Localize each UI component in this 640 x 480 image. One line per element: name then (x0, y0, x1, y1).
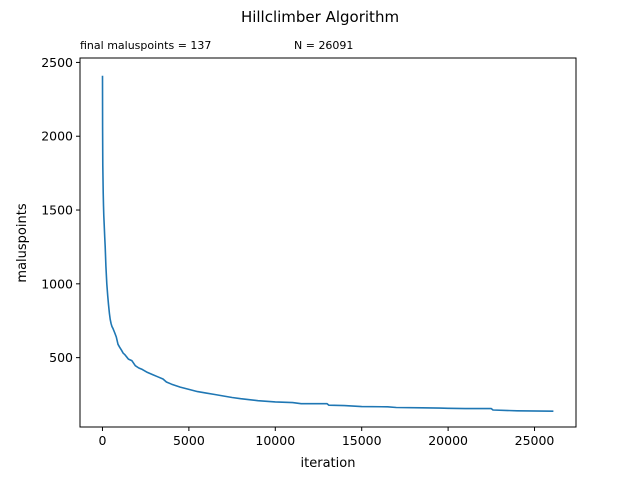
axis-ticks: 0 5000 10000 15000 20000 25000 500 1000 1500 2000… (41, 55, 554, 448)
y-tick-label: 1000 (41, 276, 73, 291)
maluspoints-series-line (101, 75, 554, 412)
y-tick-label: 500 (49, 350, 73, 365)
y-axis-label: maluspoints (15, 203, 30, 282)
final-maluspoints-label: final maluspoints = 137 (80, 39, 211, 52)
y-tick-label: 2500 (41, 55, 73, 70)
x-tick-label: 15000 (342, 433, 382, 448)
x-tick-label: 10000 (255, 433, 295, 448)
x-tick-label: 25000 (515, 433, 555, 448)
x-tick-label: 5000 (173, 433, 205, 448)
y-tick-label: 2000 (41, 129, 73, 144)
x-tick-label: 20000 (428, 433, 468, 448)
x-tick-label: 0 (98, 433, 106, 448)
plot-area-frame (79, 57, 577, 428)
iterations-count-label: N = 26091 (294, 39, 353, 52)
x-axis-label: iteration (301, 456, 356, 471)
y-tick-label: 1500 (41, 203, 73, 218)
chart-title: Hillclimber Algorithm (241, 8, 399, 26)
